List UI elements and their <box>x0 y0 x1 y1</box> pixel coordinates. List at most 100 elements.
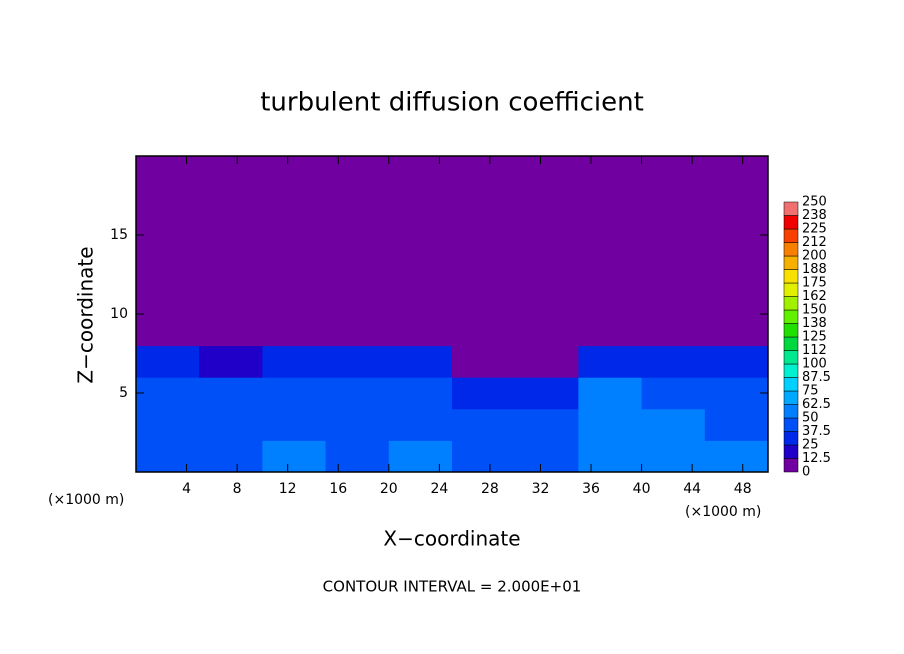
colorbar-label: 0 <box>802 465 810 480</box>
heat-cell <box>262 408 327 441</box>
colorbar-band <box>783 431 799 446</box>
colorbar-band <box>783 201 799 216</box>
heat-cell <box>704 440 769 473</box>
heat-cell <box>515 345 579 378</box>
x-tick-label: 48 <box>734 481 752 497</box>
x-unit: (×1000 m) <box>48 492 124 508</box>
heat-cell <box>136 408 200 441</box>
x-tick-label: 32 <box>532 481 550 497</box>
heat-cell <box>262 345 327 378</box>
colorbar-band <box>783 363 799 378</box>
heat-cell <box>515 156 579 315</box>
colorbar-label: 125 <box>802 330 827 345</box>
colorbar-band <box>783 282 799 297</box>
heat-cell <box>515 440 579 473</box>
colorbar-label: 50 <box>802 411 819 426</box>
x-tick-label: 28 <box>481 481 499 497</box>
heat-cell <box>388 440 453 473</box>
y-tick-label: 10 <box>110 306 128 322</box>
colorbar-label: 100 <box>802 357 827 372</box>
colorbar-label: 25 <box>802 438 819 453</box>
x-tick-label: 4 <box>182 481 191 497</box>
colorbar-label: 212 <box>802 235 827 250</box>
colorbar-band <box>783 228 799 243</box>
colorbar-band <box>783 309 799 324</box>
heat-cell <box>388 408 453 441</box>
y-tick-label: 15 <box>110 227 128 243</box>
heat-cell <box>704 345 769 378</box>
colorbar-band <box>783 350 799 365</box>
x-tick-label: 12 <box>279 481 297 497</box>
heat-cell <box>199 440 263 473</box>
colorbar-label: 175 <box>802 276 827 291</box>
heat-cell <box>325 345 390 378</box>
heat-cell <box>325 314 390 347</box>
x-tick-label: 44 <box>683 481 701 497</box>
heat-cell <box>641 408 706 441</box>
colorbar-label: 225 <box>802 222 827 237</box>
colorbar-band <box>783 404 799 419</box>
heat-cell <box>515 377 579 410</box>
colorbar-label: 112 <box>802 343 827 358</box>
heat-cell <box>262 156 327 315</box>
colorbar-band <box>783 255 799 270</box>
colorbar-label: 188 <box>802 262 827 277</box>
heat-cell <box>199 314 263 347</box>
footnote: CONTOUR INTERVAL = 2.000E+01 <box>323 578 582 596</box>
heat-cell <box>325 377 390 410</box>
heat-cell <box>452 408 516 441</box>
heat-cell <box>388 314 453 347</box>
heat-cell <box>578 408 643 441</box>
colorbar-band <box>783 323 799 338</box>
colorbar-label: 12.5 <box>802 451 831 466</box>
colorbar-band <box>783 390 799 405</box>
heat-cell <box>452 314 516 347</box>
heat-cell <box>578 440 643 473</box>
heat-cell <box>199 156 263 315</box>
colorbar-label: 162 <box>802 289 827 304</box>
x-tick-label: 40 <box>633 481 651 497</box>
heat-cell <box>388 345 453 378</box>
colorbar-band <box>783 417 799 432</box>
heat-cell <box>325 156 390 315</box>
x-tick-label: 16 <box>329 481 347 497</box>
heat-cell <box>262 440 327 473</box>
colorbar-label: 62.5 <box>802 397 831 412</box>
heat-cell <box>641 377 706 410</box>
colorbar-label: 75 <box>802 384 819 399</box>
x-tick-label: 20 <box>380 481 398 497</box>
x-axis-label: X−coordinate <box>383 527 520 551</box>
heat-cell <box>136 440 200 473</box>
heat-cell <box>136 345 200 378</box>
colorbar-label: 138 <box>802 316 827 331</box>
heat-cell <box>262 377 327 410</box>
colorbar-label: 37.5 <box>802 424 831 439</box>
colorbar-band <box>783 269 799 284</box>
heat-cell <box>136 314 200 347</box>
heat-cell <box>452 156 516 315</box>
colorbar-band <box>783 242 799 257</box>
heat-cell <box>704 408 769 441</box>
colorbar-label: 250 <box>802 195 827 210</box>
heat-cell <box>388 156 453 315</box>
heat-cell <box>388 377 453 410</box>
heat-cell <box>515 408 579 441</box>
x-tick-label: 8 <box>233 481 242 497</box>
colorbar-label: 200 <box>802 249 827 264</box>
heat-cell <box>325 408 390 441</box>
heat-cell <box>199 377 263 410</box>
heat-cell <box>452 345 516 378</box>
heat-cell <box>578 314 643 347</box>
heat-cell <box>452 440 516 473</box>
heat-cell <box>704 156 769 315</box>
heat-cell <box>578 377 643 410</box>
heat-cell <box>325 440 390 473</box>
heat-cell <box>578 156 643 315</box>
heat-cell <box>704 377 769 410</box>
colorbar-label: 150 <box>802 303 827 318</box>
heat-cell <box>641 345 706 378</box>
colorbar-band <box>783 458 799 473</box>
heat-cell <box>452 377 516 410</box>
chart-title: turbulent diffusion coefficient <box>260 88 644 118</box>
